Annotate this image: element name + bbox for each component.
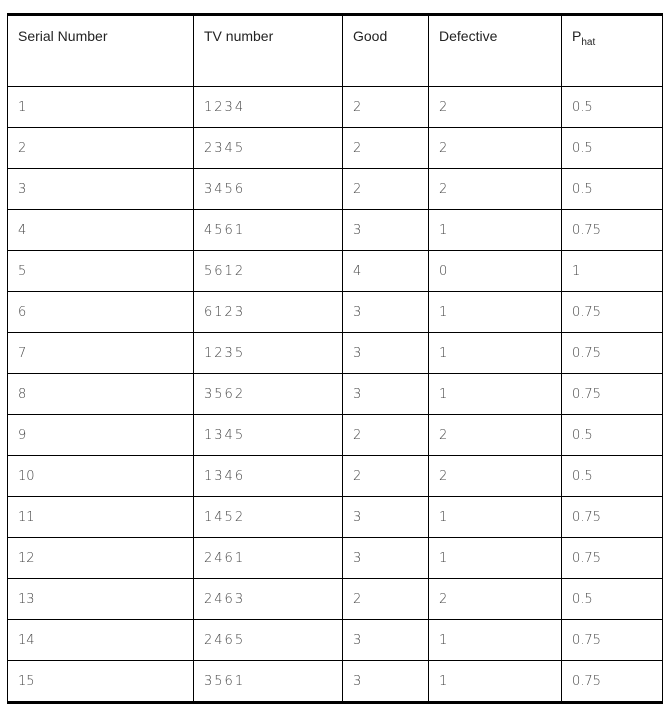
cell-phat: 0.5 (561, 455, 663, 497)
cell-defective: 2 (428, 86, 562, 128)
table-row: 6 6123 3 1 0.75 (7, 291, 663, 333)
cell-tv-number: 1235 (193, 332, 343, 374)
cell-serial-number: 13 (7, 578, 194, 620)
cell-defective: 2 (428, 168, 562, 210)
cell-tv-number: 1234 (193, 86, 343, 128)
header-tv-number: TV number (193, 14, 343, 87)
cell-good: 2 (342, 578, 429, 620)
table-row: 10 1346 2 2 0.5 (7, 455, 663, 497)
cell-phat: 0.5 (561, 86, 663, 128)
table-row: 4 4561 3 1 0.75 (7, 209, 663, 251)
cell-tv-number: 5612 (193, 250, 343, 292)
cell-good: 3 (342, 332, 429, 374)
cell-tv-number: 1452 (193, 496, 343, 538)
cell-tv-number: 1346 (193, 455, 343, 497)
cell-defective: 1 (428, 619, 562, 661)
cell-good: 2 (342, 127, 429, 169)
cell-phat: 0.75 (561, 373, 663, 415)
cell-serial-number: 10 (7, 455, 194, 497)
cell-defective: 0 (428, 250, 562, 292)
cell-good: 2 (342, 414, 429, 456)
cell-serial-number: 9 (7, 414, 194, 456)
cell-phat: 0.5 (561, 168, 663, 210)
cell-phat: 0.5 (561, 414, 663, 456)
cell-good: 3 (342, 291, 429, 333)
cell-good: 3 (342, 373, 429, 415)
cell-defective: 1 (428, 537, 562, 579)
cell-defective: 2 (428, 127, 562, 169)
cell-phat: 1 (561, 250, 663, 292)
table-row: 13 2463 2 2 0.5 (7, 578, 663, 620)
table-row: 1 1234 2 2 0.5 (7, 86, 663, 128)
header-defective: Defective (428, 14, 562, 87)
cell-phat: 0.75 (561, 291, 663, 333)
cell-defective: 1 (428, 373, 562, 415)
cell-defective: 1 (428, 496, 562, 538)
cell-phat: 0.75 (561, 660, 663, 703)
cell-serial-number: 11 (7, 496, 194, 538)
cell-good: 3 (342, 209, 429, 251)
cell-good: 2 (342, 455, 429, 497)
table-row: 11 1452 3 1 0.75 (7, 496, 663, 538)
table-row: 9 1345 2 2 0.5 (7, 414, 663, 456)
table-row: 15 3561 3 1 0.75 (7, 660, 663, 703)
cell-good: 3 (342, 537, 429, 579)
phat-subscript: hat (581, 36, 596, 48)
cell-serial-number: 14 (7, 619, 194, 661)
table-row: 5 5612 4 0 1 (7, 250, 663, 292)
cell-serial-number: 6 (7, 291, 194, 333)
cell-serial-number: 7 (7, 332, 194, 374)
cell-tv-number: 2465 (193, 619, 343, 661)
cell-serial-number: 2 (7, 127, 194, 169)
cell-phat: 0.5 (561, 127, 663, 169)
cell-good: 3 (342, 496, 429, 538)
cell-phat: 0.75 (561, 496, 663, 538)
cell-serial-number: 5 (7, 250, 194, 292)
cell-defective: 2 (428, 455, 562, 497)
cell-good: 2 (342, 168, 429, 210)
cell-tv-number: 6123 (193, 291, 343, 333)
cell-tv-number: 2461 (193, 537, 343, 579)
table-row: 8 3562 3 1 0.75 (7, 373, 663, 415)
cell-tv-number: 2345 (193, 127, 343, 169)
cell-defective: 1 (428, 291, 562, 333)
cell-phat: 0.75 (561, 619, 663, 661)
table-row: 7 1235 3 1 0.75 (7, 332, 663, 374)
cell-phat: 0.75 (561, 209, 663, 251)
cell-phat: 0.5 (561, 578, 663, 620)
header-serial-number: Serial Number (7, 14, 194, 87)
cell-serial-number: 12 (7, 537, 194, 579)
cell-defective: 1 (428, 209, 562, 251)
cell-phat: 0.75 (561, 537, 663, 579)
table-row: 12 2461 3 1 0.75 (7, 537, 663, 579)
cell-serial-number: 3 (7, 168, 194, 210)
cell-phat: 0.75 (561, 332, 663, 374)
cell-tv-number: 1345 (193, 414, 343, 456)
cell-good: 3 (342, 619, 429, 661)
cell-serial-number: 1 (7, 86, 194, 128)
phat-base: P (572, 28, 582, 44)
cell-good: 3 (342, 660, 429, 703)
cell-good: 2 (342, 86, 429, 128)
cell-serial-number: 4 (7, 209, 194, 251)
header-phat: Phat (561, 14, 663, 87)
cell-defective: 1 (428, 660, 562, 703)
table-row: 2 2345 2 2 0.5 (7, 127, 663, 169)
header-row: Serial Number TV number Good Defective P… (7, 14, 663, 87)
cell-tv-number: 3562 (193, 373, 343, 415)
cell-tv-number: 4561 (193, 209, 343, 251)
table-row: 3 3456 2 2 0.5 (7, 168, 663, 210)
cell-defective: 1 (428, 332, 562, 374)
cell-tv-number: 3456 (193, 168, 343, 210)
cell-defective: 2 (428, 414, 562, 456)
cell-tv-number: 2463 (193, 578, 343, 620)
cell-serial-number: 15 (7, 660, 194, 703)
table-row: 14 2465 3 1 0.75 (7, 619, 663, 661)
header-good: Good (342, 14, 429, 87)
cell-defective: 2 (428, 578, 562, 620)
cell-tv-number: 3561 (193, 660, 343, 703)
tv-sampling-table: Serial Number TV number Good Defective P… (7, 13, 663, 704)
cell-serial-number: 8 (7, 373, 194, 415)
cell-good: 4 (342, 250, 429, 292)
